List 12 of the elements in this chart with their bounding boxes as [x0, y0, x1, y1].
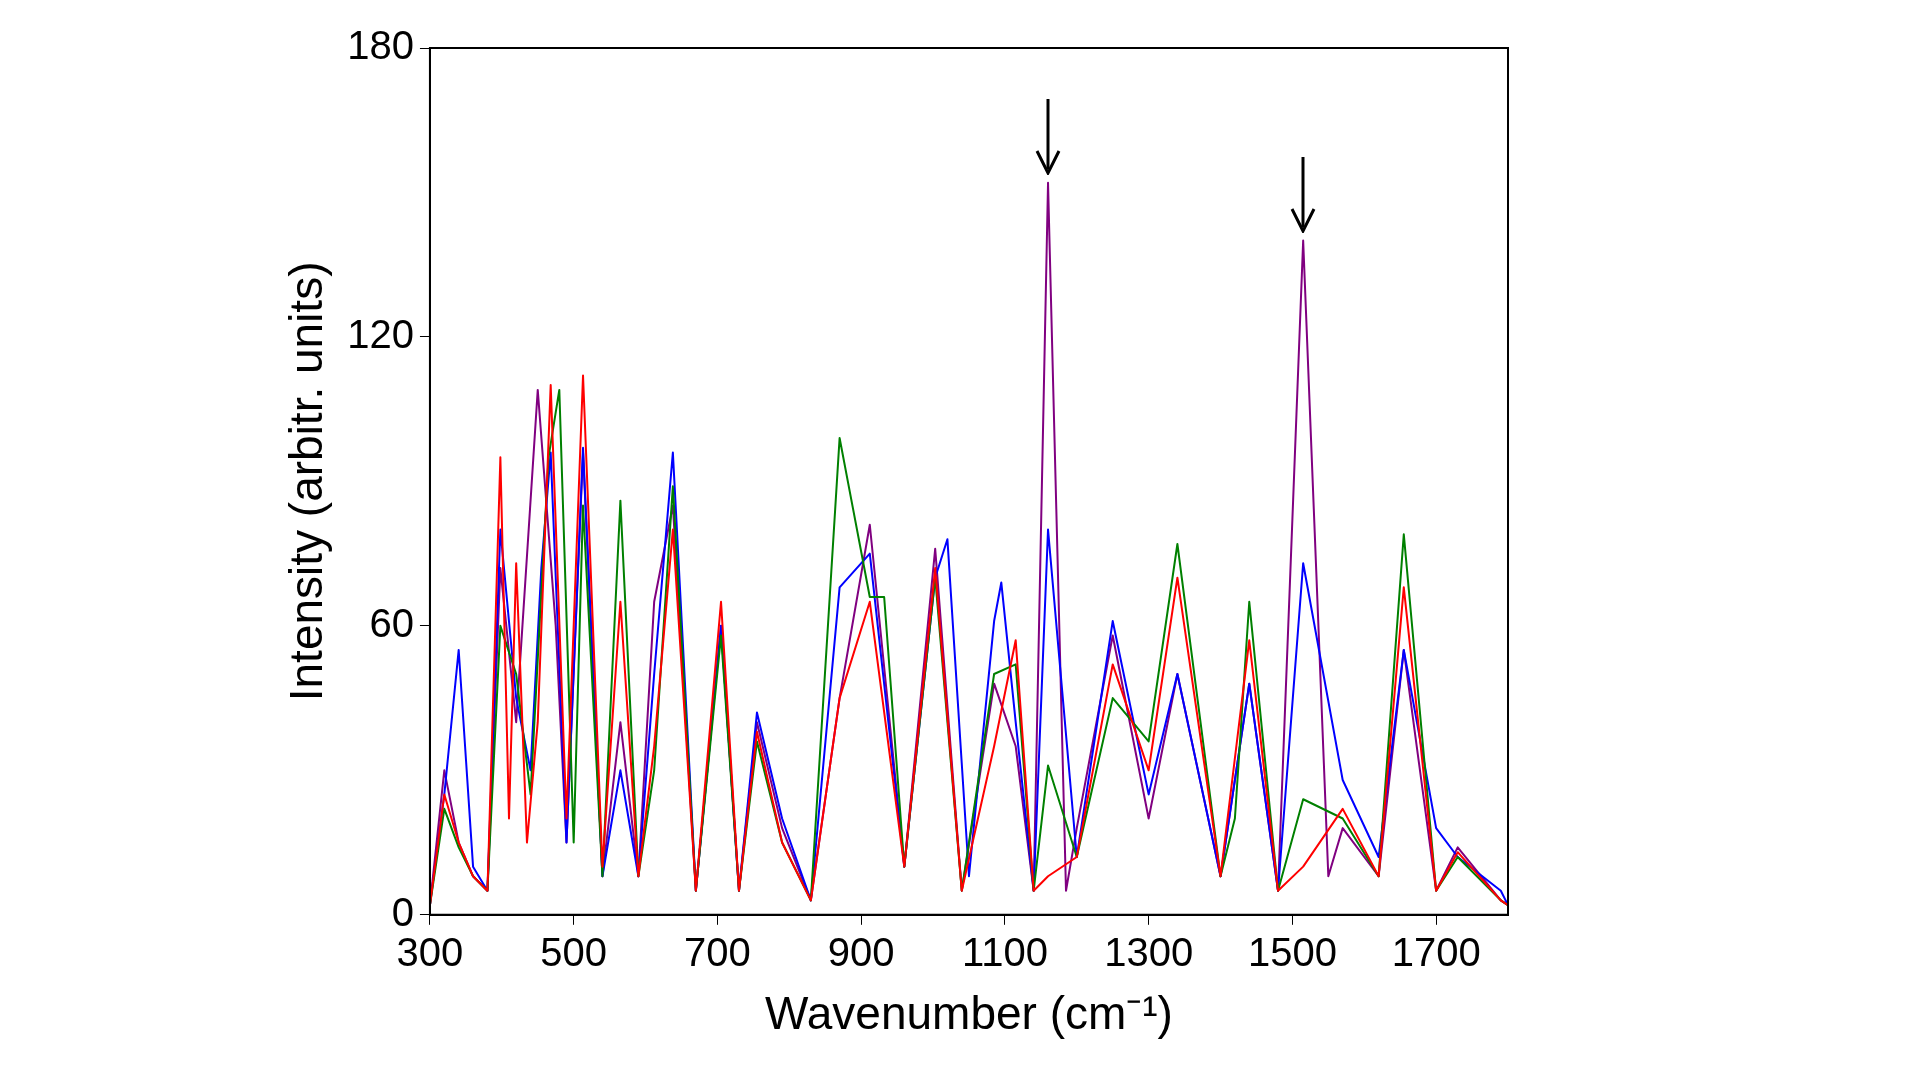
y-tick-label: 60: [369, 600, 414, 645]
x-tick-label: 1100: [961, 929, 1048, 974]
y-tick-label: 120: [347, 311, 414, 356]
x-tick-label: 700: [684, 929, 751, 974]
x-tick-label: 1700: [1391, 929, 1481, 974]
x-tick-label: 1500: [1247, 929, 1337, 974]
x-axis-title: Wavenumber (cm⁻¹): [765, 987, 1173, 1040]
x-tick-label: 500: [540, 929, 608, 974]
y-tick-label: 180: [347, 23, 414, 68]
y-axis-title: Intensity (arbitr. units): [280, 261, 333, 702]
x-tick-label: 900: [827, 929, 895, 974]
x-tick-label: 1300: [1104, 929, 1194, 974]
